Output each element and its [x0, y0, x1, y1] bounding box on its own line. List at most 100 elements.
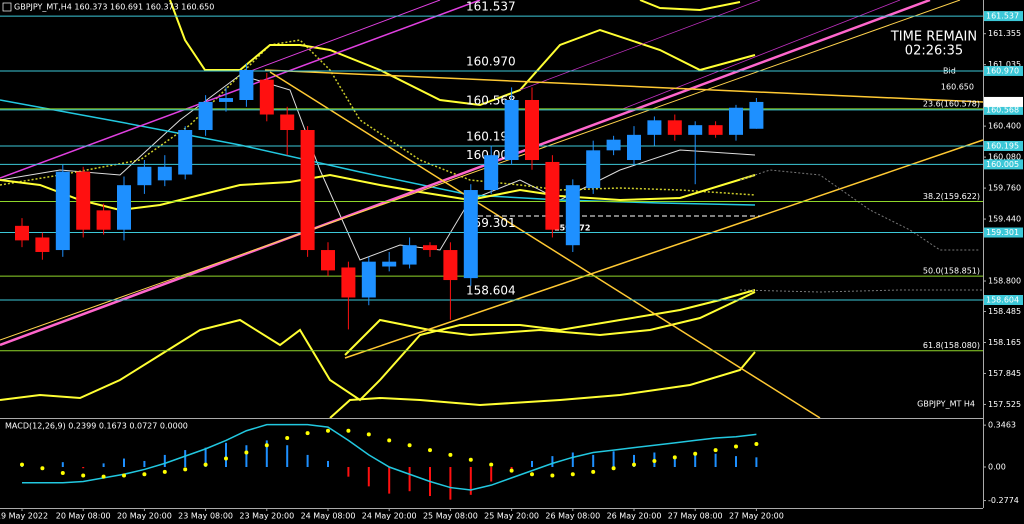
level-box — [984, 65, 1023, 76]
macd-bar — [143, 460, 146, 468]
macd-dot — [754, 442, 759, 447]
macd-dot — [407, 443, 412, 448]
macd-dot — [224, 456, 228, 461]
y-tick-label: 160.400 — [988, 122, 1021, 131]
level-box-label: 160.005 — [986, 160, 1019, 169]
candle-body — [96, 210, 111, 230]
macd-bar — [449, 467, 452, 500]
y-tick-label: 158.485 — [988, 307, 1021, 316]
macd-bar — [61, 462, 64, 468]
macd-dot — [672, 455, 677, 460]
candle-body — [382, 261, 397, 267]
macd-label: MACD(12,26,9) 0.2399 0.1673 0.0727 0.000… — [5, 422, 188, 431]
macd-bar — [347, 467, 350, 477]
y-tick-label: 160.080 — [988, 153, 1021, 162]
x-tick-label: 26 May 08:00 — [545, 512, 600, 521]
channel-line — [519, 0, 761, 91]
candle-body — [280, 114, 295, 131]
macd-bar — [265, 440, 268, 468]
candle-body — [423, 245, 437, 251]
x-tick-label: 26 May 20:00 — [607, 512, 662, 521]
level-box — [984, 11, 1023, 22]
bollinger-upper — [169, 0, 756, 107]
macd-bar — [755, 457, 758, 468]
macd-dot — [81, 473, 86, 478]
macd-dot — [611, 466, 616, 471]
y-tick-label: 157.525 — [988, 400, 1021, 409]
macd-dot — [530, 472, 534, 477]
trend-line — [344, 139, 984, 359]
y-tick-label: 158.800 — [988, 277, 1021, 286]
macd-dot — [652, 458, 657, 463]
level-label: 158.604 — [466, 283, 516, 297]
header-icon — [2, 2, 12, 12]
macd-bar — [531, 460, 533, 468]
channel-line — [0, 0, 931, 347]
y-tick-label: 158.165 — [988, 338, 1021, 347]
macd-dot — [366, 432, 371, 437]
macd-dot — [387, 438, 392, 443]
symbol-label: GBPJPY_MT H4 — [917, 400, 975, 409]
macd-dot — [183, 467, 188, 472]
overlays — [0, 0, 984, 419]
macd-dot — [142, 472, 147, 477]
candle-body — [15, 225, 29, 241]
macd-bar — [694, 454, 697, 468]
candle-body — [402, 245, 417, 265]
bid-box-label: 160.650 — [986, 97, 1019, 106]
macd-bar — [469, 467, 472, 495]
macd-dot — [489, 462, 494, 467]
candle-body — [463, 190, 478, 279]
y-tick-label: 0.3463 — [988, 421, 1016, 430]
bollinger-mid — [0, 173, 756, 212]
x-tick-label: 25 May 08:00 — [423, 512, 478, 521]
macd-dot — [326, 428, 330, 433]
trend-line — [264, 69, 984, 103]
candle-body — [484, 155, 499, 191]
level-box-label: 160.568 — [986, 105, 1019, 114]
macd-dot — [713, 448, 718, 453]
macd-bar — [306, 454, 309, 468]
macd-bar — [592, 454, 595, 468]
x-tick-label: 20 May 20:00 — [117, 512, 172, 521]
candle-body — [259, 79, 274, 115]
x-tick-label: 20 May 08:00 — [56, 512, 111, 521]
x-tick-label: 24 May 20:00 — [362, 512, 417, 521]
macd-bar — [367, 467, 370, 487]
x-tick-label: 27 May 08:00 — [668, 512, 723, 521]
macd-dot — [122, 473, 126, 478]
macd-bar — [286, 445, 289, 468]
candle-body — [565, 185, 580, 246]
macd-bar — [714, 453, 717, 468]
macd-bar — [163, 454, 166, 468]
macd-dot — [509, 468, 514, 473]
macd-line — [22, 423, 757, 491]
level-box — [984, 104, 1023, 115]
macd-dot — [591, 469, 596, 474]
candle-body — [219, 98, 233, 102]
macd-dot — [428, 448, 432, 453]
level-box-label: 159.301 — [986, 228, 1019, 237]
macd-dot — [264, 443, 269, 448]
macd-bar — [490, 467, 493, 482]
macd-dot — [468, 457, 473, 462]
macd-bar — [388, 467, 391, 494]
level-box — [984, 140, 1023, 151]
level-label: 161.537 — [466, 0, 516, 14]
level-label: 159.301 — [466, 216, 516, 230]
macd-bar — [673, 456, 676, 468]
x-tick-label: 23 May 08:00 — [178, 512, 233, 521]
macd-dot — [693, 451, 698, 456]
macd-bar — [204, 447, 207, 468]
fib-label: 61.8(158.080) — [923, 341, 980, 350]
moving-average — [0, 39, 756, 196]
fib-label: 38.2(159.622) — [923, 192, 980, 201]
level-label: 160.970 — [466, 54, 516, 68]
macd-bar — [327, 460, 329, 468]
macd-dot — [244, 450, 249, 455]
macd-dot — [20, 462, 24, 467]
macd-dot — [40, 466, 45, 471]
fib-label: 23.6(160.578) — [923, 99, 980, 108]
time-remain-title: TIME REMAIN — [890, 30, 977, 45]
